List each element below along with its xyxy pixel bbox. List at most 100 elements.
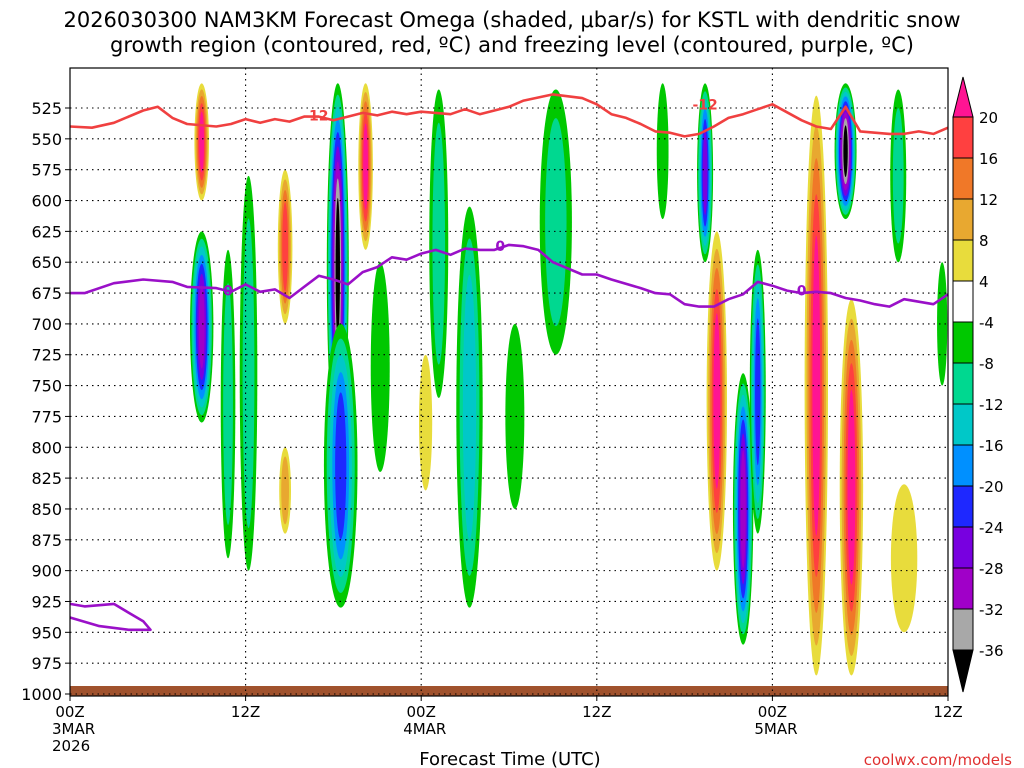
colorbar-label: 16 xyxy=(979,150,998,168)
colorbar-label: -32 xyxy=(979,601,1004,619)
omega-band xyxy=(755,318,761,466)
contour-lines: -12 -12 0 0 0 xyxy=(69,93,949,632)
omega-cell xyxy=(220,249,236,559)
omega-band xyxy=(198,285,205,369)
colorbar-label: -4 xyxy=(979,314,994,332)
colorbar-segment xyxy=(952,444,974,487)
plot-frame xyxy=(69,67,949,697)
omega-band xyxy=(892,108,904,244)
omega-band xyxy=(740,449,746,569)
y-tick-label: 925 xyxy=(31,592,62,611)
credit-text: coolwx.com/models xyxy=(864,751,1012,768)
omega-cell xyxy=(429,89,449,398)
colorbar-label: 8 xyxy=(979,232,989,250)
colorbar-label: -16 xyxy=(979,437,1004,455)
y-tick-label: 725 xyxy=(31,346,62,365)
omega-shading xyxy=(190,83,948,676)
colorbar-label: 4 xyxy=(979,273,989,291)
omega-cell xyxy=(834,83,857,220)
y-tick-label: 900 xyxy=(31,562,62,581)
y-tick-label: 750 xyxy=(31,377,62,396)
omega-cell xyxy=(505,323,525,509)
colorbar-top-arrow xyxy=(952,76,974,118)
omega-band xyxy=(812,235,821,536)
colorbar-segment xyxy=(952,157,974,200)
omega-band xyxy=(505,323,525,509)
colorbar-label: 12 xyxy=(979,191,998,209)
chart-title-line2: growth region (contoured, red, ºC) and f… xyxy=(110,33,914,57)
y-axis-ticks: 525 550 575 600 625 650 675 700 725 750 775 800 825 8… xyxy=(21,99,70,704)
omega-cell xyxy=(358,83,373,250)
y-tick-label: 875 xyxy=(31,531,62,550)
omega-cell xyxy=(749,249,766,534)
y-tick-label: 600 xyxy=(31,192,62,211)
y-tick-label: 825 xyxy=(31,469,62,488)
omega-band xyxy=(462,274,477,540)
omega-band xyxy=(363,123,368,210)
omega-band xyxy=(370,262,390,472)
y-tick-label: 550 xyxy=(31,130,62,149)
y-tick-label: 625 xyxy=(31,222,62,241)
x-tick-label: 00Z xyxy=(758,703,787,721)
x-tick-label: 12Z xyxy=(231,703,260,721)
omega-band xyxy=(713,313,721,489)
chart-title-line1: 2026030300 NAM3KM Forecast Omega (shaded… xyxy=(63,8,960,32)
contour-freezing-level-low xyxy=(69,602,152,632)
omega-cell xyxy=(279,447,292,534)
omega-cell xyxy=(370,262,390,472)
colorbar-segment xyxy=(952,567,974,610)
omega-cell xyxy=(706,231,727,571)
omega-band xyxy=(335,197,340,339)
colorbar-label: -12 xyxy=(979,396,1004,414)
colorbar-segment xyxy=(952,608,974,651)
x-tick-date: 3MAR xyxy=(52,720,95,738)
colorbar-segment xyxy=(952,362,974,405)
colorbar-label: -8 xyxy=(979,355,994,373)
colorbar-label: -20 xyxy=(979,478,1004,496)
x-tick-year: 2026 xyxy=(52,737,90,755)
omega-cell xyxy=(732,373,754,645)
contour-label: 0 xyxy=(223,284,233,300)
contour-dgz-minus12 xyxy=(69,93,949,138)
x-tick-label: 00Z xyxy=(407,703,436,721)
colorbar-label: 20 xyxy=(979,109,998,127)
colorbar-segment xyxy=(952,239,974,282)
y-tick-label: 850 xyxy=(31,500,62,519)
contour-freezing-level xyxy=(70,243,949,308)
colorbar-segment xyxy=(952,198,974,241)
x-tick-date: 5MAR xyxy=(754,720,797,738)
omega-cell xyxy=(418,354,433,491)
y-tick-label: 1000 xyxy=(21,685,62,704)
omega-cell xyxy=(277,169,293,324)
omega-cell xyxy=(239,175,258,571)
y-tick-label: 775 xyxy=(31,407,62,426)
colorbar-legend: 20 16 12 8 4 -4 -8 -12 -16 -20 -24 -28 -32 -36 xyxy=(952,76,1004,693)
omega-band xyxy=(242,218,255,529)
y-tick-label: 675 xyxy=(31,284,62,303)
omega-band xyxy=(656,83,669,220)
x-tick-label: 12Z xyxy=(582,703,611,721)
omega-band xyxy=(545,118,567,327)
omega-band xyxy=(223,283,233,525)
omega-band xyxy=(199,111,205,173)
colorbar-segment xyxy=(952,116,974,159)
colorbar-label: -36 xyxy=(979,642,1004,660)
omega-cell xyxy=(890,89,907,263)
omega-band xyxy=(282,202,289,292)
colorbar-segment xyxy=(952,321,974,364)
omega-band xyxy=(843,125,848,177)
y-tick-label: 800 xyxy=(31,438,62,457)
omega-cell xyxy=(539,89,572,355)
omega-band xyxy=(847,390,856,585)
omega-band xyxy=(890,484,918,633)
omega-cell xyxy=(656,83,669,220)
colorbar-label: -24 xyxy=(979,519,1004,537)
omega-band xyxy=(335,392,347,540)
plot-area: -12 -12 0 0 0 xyxy=(69,67,949,697)
x-tick-label: 00Z xyxy=(55,703,84,721)
omega-cell xyxy=(456,206,483,608)
colorbar-segment xyxy=(952,280,974,323)
y-tick-label: 650 xyxy=(31,253,62,272)
